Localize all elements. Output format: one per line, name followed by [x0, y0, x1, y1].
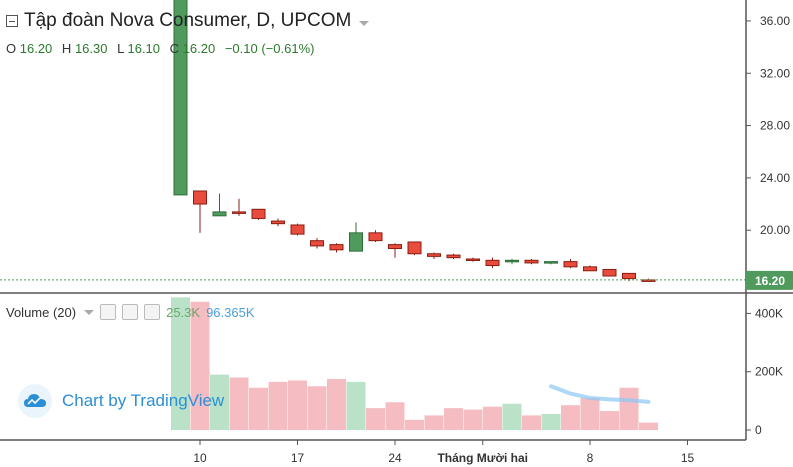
- candle-body: [349, 232, 363, 252]
- low-value: 16.10: [127, 41, 161, 56]
- close-label: C: [169, 41, 180, 56]
- last-price-badge: 16.20: [746, 270, 793, 290]
- candle-body: [466, 258, 480, 261]
- volume-bar: [268, 381, 288, 430]
- candle-body: [427, 253, 441, 257]
- volume-ma-value: 96.365K: [206, 304, 255, 320]
- volume-bar: [619, 387, 639, 430]
- volume-bar: [405, 419, 424, 430]
- last-price-label: 16.20: [755, 274, 785, 288]
- time-tick-label: Tháng Mười hai: [437, 451, 528, 465]
- volume-legend[interactable]: Volume (20) 25.3K 96.365K: [6, 304, 255, 320]
- volume-bar: [366, 408, 385, 430]
- time-tick-label: 17: [291, 451, 305, 465]
- chevron-down-icon[interactable]: [359, 20, 370, 26]
- candle-body: [173, 0, 188, 196]
- candle-body: [505, 259, 519, 263]
- volume-bar: [171, 297, 190, 430]
- volume-bar: [502, 403, 522, 430]
- volume-bar: [327, 378, 346, 430]
- symbol-legend[interactable]: Tập đoàn Nova Consumer, D, UPCOM: [6, 10, 370, 32]
- candle-body: [407, 241, 422, 255]
- candle-body: [602, 268, 617, 277]
- chevron-down-icon[interactable]: [84, 309, 95, 315]
- volume-bar: [541, 413, 561, 430]
- candle-body: [251, 208, 266, 219]
- volume-tick-label: 400K: [755, 306, 783, 320]
- candles-layer: [173, 0, 656, 282]
- low-label: L: [117, 41, 124, 56]
- volume-title: Volume (20): [6, 304, 77, 320]
- volume-bar: [600, 411, 619, 430]
- open-label: O: [6, 41, 17, 56]
- time-tick-label: 24: [388, 451, 402, 465]
- gear-icon[interactable]: [122, 304, 139, 320]
- time-tick-label: 8: [587, 451, 594, 465]
- volume-bar: [444, 408, 463, 430]
- volume-axis-ticks: 400K 200K 0: [746, 306, 783, 437]
- candle-body: [583, 266, 597, 272]
- candle-body: [622, 272, 636, 280]
- symbol-title: Tập đoàn Nova Consumer, D, UPCOM: [24, 10, 352, 31]
- close-value: 16.20: [182, 41, 216, 56]
- volume-tick-label: 200K: [755, 365, 783, 379]
- volume-bar: [424, 415, 444, 430]
- volume-bar: [346, 381, 366, 430]
- candle-body: [329, 244, 344, 251]
- volume-bar: [385, 402, 405, 430]
- candle-body: [388, 244, 402, 250]
- volume-tick-label: 0: [755, 423, 762, 437]
- volume-bar: [249, 387, 268, 430]
- time-axis-ticks: 10 17 24 Tháng Mười hai 8 15: [193, 440, 694, 465]
- price-tick-label: 20.00: [760, 223, 790, 237]
- volume-bar: [580, 397, 600, 430]
- close-icon[interactable]: [144, 304, 161, 320]
- watermark-text: Chart by TradingView: [62, 391, 225, 410]
- price-tick-label: 28.00: [760, 119, 790, 133]
- volume-bar: [483, 406, 502, 430]
- eye-icon[interactable]: [100, 304, 117, 320]
- volume-bar: [210, 374, 229, 430]
- volume-bar: [639, 422, 658, 430]
- time-tick-label: 10: [193, 451, 207, 465]
- volume-bar: [229, 377, 249, 430]
- volume-bar: [288, 380, 307, 430]
- volume-bar: [190, 301, 210, 430]
- tradingview-watermark[interactable]: Chart by TradingView: [18, 384, 224, 418]
- price-tick-label: 36.00: [760, 14, 790, 28]
- volume-bar: [522, 415, 541, 430]
- time-tick-label: 15: [681, 451, 695, 465]
- candle-body: [290, 224, 305, 235]
- volume-bars-layer: [171, 297, 658, 430]
- candle-body: [544, 261, 558, 264]
- volume-bar: [463, 409, 483, 430]
- price-tick-label: 32.00: [760, 66, 790, 80]
- volume-bar: [307, 386, 327, 430]
- candle-body: [446, 254, 461, 259]
- change-value: −0.10 (−0.61%): [224, 41, 315, 56]
- high-label: H: [61, 41, 72, 56]
- price-tick-label: 24.00: [760, 171, 790, 185]
- candle-body: [232, 211, 246, 214]
- candle-body: [368, 232, 383, 242]
- candle-body: [310, 240, 324, 247]
- volume-value: 25.3K: [166, 304, 201, 320]
- high-value: 16.30: [74, 41, 108, 56]
- candle-body: [193, 190, 207, 205]
- volume-bar: [561, 405, 580, 430]
- price-axis-ticks: 36.00 32.00 28.00 24.00 20.00: [746, 14, 790, 237]
- candle-body: [485, 259, 500, 267]
- volume-ma-line: [549, 384, 651, 404]
- candle-body: [524, 259, 539, 264]
- tradingview-cloud-icon: [18, 384, 52, 418]
- collapse-icon[interactable]: [6, 15, 18, 27]
- candle-body: [212, 211, 227, 217]
- open-value: 16.20: [19, 41, 53, 56]
- candle-body: [271, 220, 285, 225]
- ohlc-values: O 16.20 H 16.30 L 16.10 C 16.20 −0.10 (−…: [6, 41, 314, 56]
- candle-body: [563, 261, 578, 268]
